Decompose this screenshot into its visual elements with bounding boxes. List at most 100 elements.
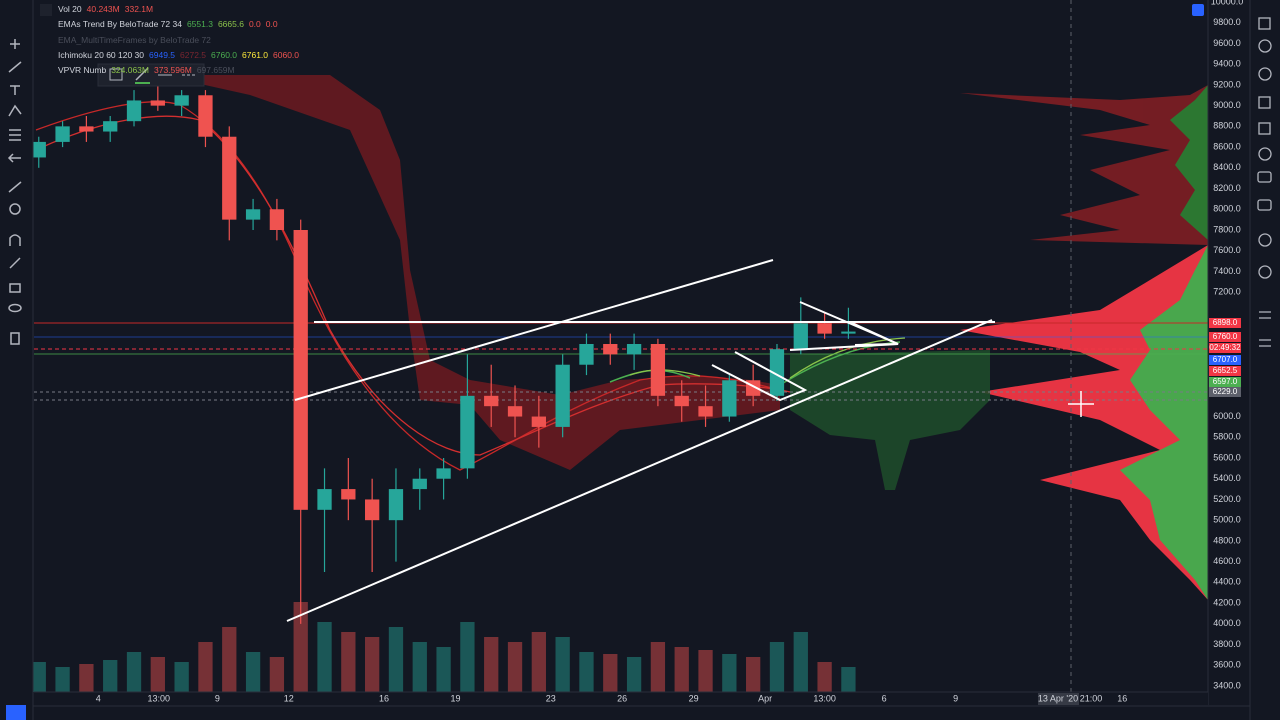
volume-bar <box>55 667 70 692</box>
star-button[interactable] <box>6 705 26 720</box>
x-tick-label: 23 <box>546 693 556 703</box>
magnet-tool[interactable] <box>9 234 21 246</box>
legend-text: 373.596M <box>154 65 192 76</box>
back-tool[interactable] <box>7 153 21 163</box>
time-axis <box>34 692 1208 705</box>
y-tick-label: 8200.0 <box>1213 183 1241 193</box>
hide-tool[interactable] <box>8 303 22 313</box>
volume-bar <box>293 602 308 692</box>
legend-row[interactable]: Ichimoku 20 60 120 30 6949.5 6272.5 6760.0 6… <box>58 50 304 60</box>
volume-bar <box>365 637 380 692</box>
line-tool[interactable] <box>8 61 22 73</box>
data-window-button[interactable] <box>1258 67 1272 81</box>
alerts-button[interactable] <box>1258 39 1272 53</box>
y-tick-label: 4000.0 <box>1213 618 1241 628</box>
candle-body <box>603 344 618 355</box>
x-tick-label: 9 <box>953 693 958 703</box>
legend-text: Ichimoku 20 60 120 30 <box>58 49 145 60</box>
watchlist-button[interactable] <box>1258 17 1271 30</box>
ideas-button[interactable] <box>1258 147 1272 161</box>
y-tick-label: 8800.0 <box>1213 121 1241 131</box>
y-tick-label: 5400.0 <box>1213 473 1241 483</box>
lock-tool[interactable] <box>9 283 21 293</box>
hints-button[interactable] <box>1258 233 1272 247</box>
crosshair-time: 21:00 <box>1080 693 1103 703</box>
price-label: 6898.0 <box>1209 318 1241 328</box>
y-tick-label: 9600.0 <box>1213 38 1241 48</box>
legend-row[interactable]: EMA_MultiTimeFrames by BeloTrade 72 <box>58 35 216 45</box>
y-tick-label: 8600.0 <box>1213 141 1241 151</box>
crosshair-date-box <box>1038 693 1079 705</box>
volume-bar <box>126 652 142 692</box>
volume-bar <box>245 652 261 692</box>
streams-button[interactable] <box>1257 199 1272 211</box>
measure-tool[interactable] <box>8 181 22 193</box>
volume-bar <box>603 654 618 692</box>
x-tick-label: 16 <box>1117 693 1127 703</box>
legend-text: 0.0 <box>265 19 278 30</box>
collapse-legend[interactable] <box>40 4 52 16</box>
template-button[interactable] <box>109 68 123 81</box>
dom-button[interactable] <box>1259 339 1271 347</box>
fib-tool[interactable] <box>9 129 21 141</box>
volume-profile <box>960 85 1208 600</box>
crosshair-tool[interactable] <box>10 39 20 49</box>
x-tick-label: 9 <box>215 693 220 703</box>
candle-body <box>579 344 594 365</box>
calendar-button[interactable] <box>1258 122 1271 135</box>
volume-bar <box>579 652 594 692</box>
candle-body <box>484 395 499 407</box>
color-button[interactable] <box>135 67 149 81</box>
volume-bar <box>341 632 356 692</box>
legend-row[interactable]: Vol 20 40.243M 332.1M <box>58 4 158 14</box>
candle-body <box>79 126 94 132</box>
zoom-tool[interactable] <box>9 203 21 215</box>
pattern-tool[interactable] <box>8 104 22 117</box>
legend-row[interactable]: EMAs Trend By BeloTrade 72 34 6551.3 6665.… <box>58 19 283 29</box>
legend-text: 6760.0 <box>211 49 238 60</box>
candle-body <box>841 331 856 334</box>
y-tick-label: 8400.0 <box>1213 162 1241 172</box>
candle-body <box>317 489 332 510</box>
candle-body <box>817 323 832 334</box>
order-panel-button[interactable] <box>1259 311 1271 319</box>
candle-body <box>126 100 142 122</box>
trash-tool[interactable] <box>10 332 20 345</box>
y-tick-label: 6000.0 <box>1213 411 1241 421</box>
volume-bar <box>793 632 808 692</box>
legend-text: 6272.5 <box>180 49 207 60</box>
notifications-button[interactable] <box>1258 265 1272 279</box>
candle-body <box>674 395 689 407</box>
y-tick-label: 7600.0 <box>1213 245 1241 255</box>
candle-body <box>293 230 308 510</box>
y-tick-label: 5200.0 <box>1213 494 1241 504</box>
x-tick-label: 12 <box>284 693 294 703</box>
volume-bar <box>841 667 856 692</box>
volume-bar <box>317 622 332 692</box>
hotlist-button[interactable] <box>1258 96 1271 109</box>
chats-button[interactable] <box>1257 171 1272 183</box>
legend-text: 6949.5 <box>149 49 176 60</box>
x-tick-label: 4 <box>96 693 101 703</box>
volume-bar <box>722 654 737 692</box>
legend-text: 6060.0 <box>273 49 300 60</box>
volume-bar <box>388 627 404 692</box>
crosshair-date: 13 Apr '20 <box>1038 693 1078 703</box>
stay-drawing-tool[interactable] <box>9 257 21 269</box>
legend-text: Vol 20 <box>58 4 82 14</box>
y-tick-label: 9800.0 <box>1213 17 1241 27</box>
price-label: 6652.5 <box>1209 366 1241 376</box>
candle-body <box>793 323 808 350</box>
volume-bar <box>817 662 832 692</box>
legend-row[interactable]: VPVR Numb 324.063M 373.596M 697.659M <box>58 65 240 75</box>
text-tool[interactable] <box>10 85 20 95</box>
y-tick-label: 4200.0 <box>1213 597 1241 607</box>
candle-body <box>174 95 189 106</box>
candle-body <box>222 136 237 220</box>
volume-bar <box>31 662 46 692</box>
scale-button[interactable] <box>1192 4 1204 16</box>
legend-text: EMA_MultiTimeFrames by BeloTrade 72 <box>58 34 211 45</box>
volume-bar <box>626 657 642 692</box>
